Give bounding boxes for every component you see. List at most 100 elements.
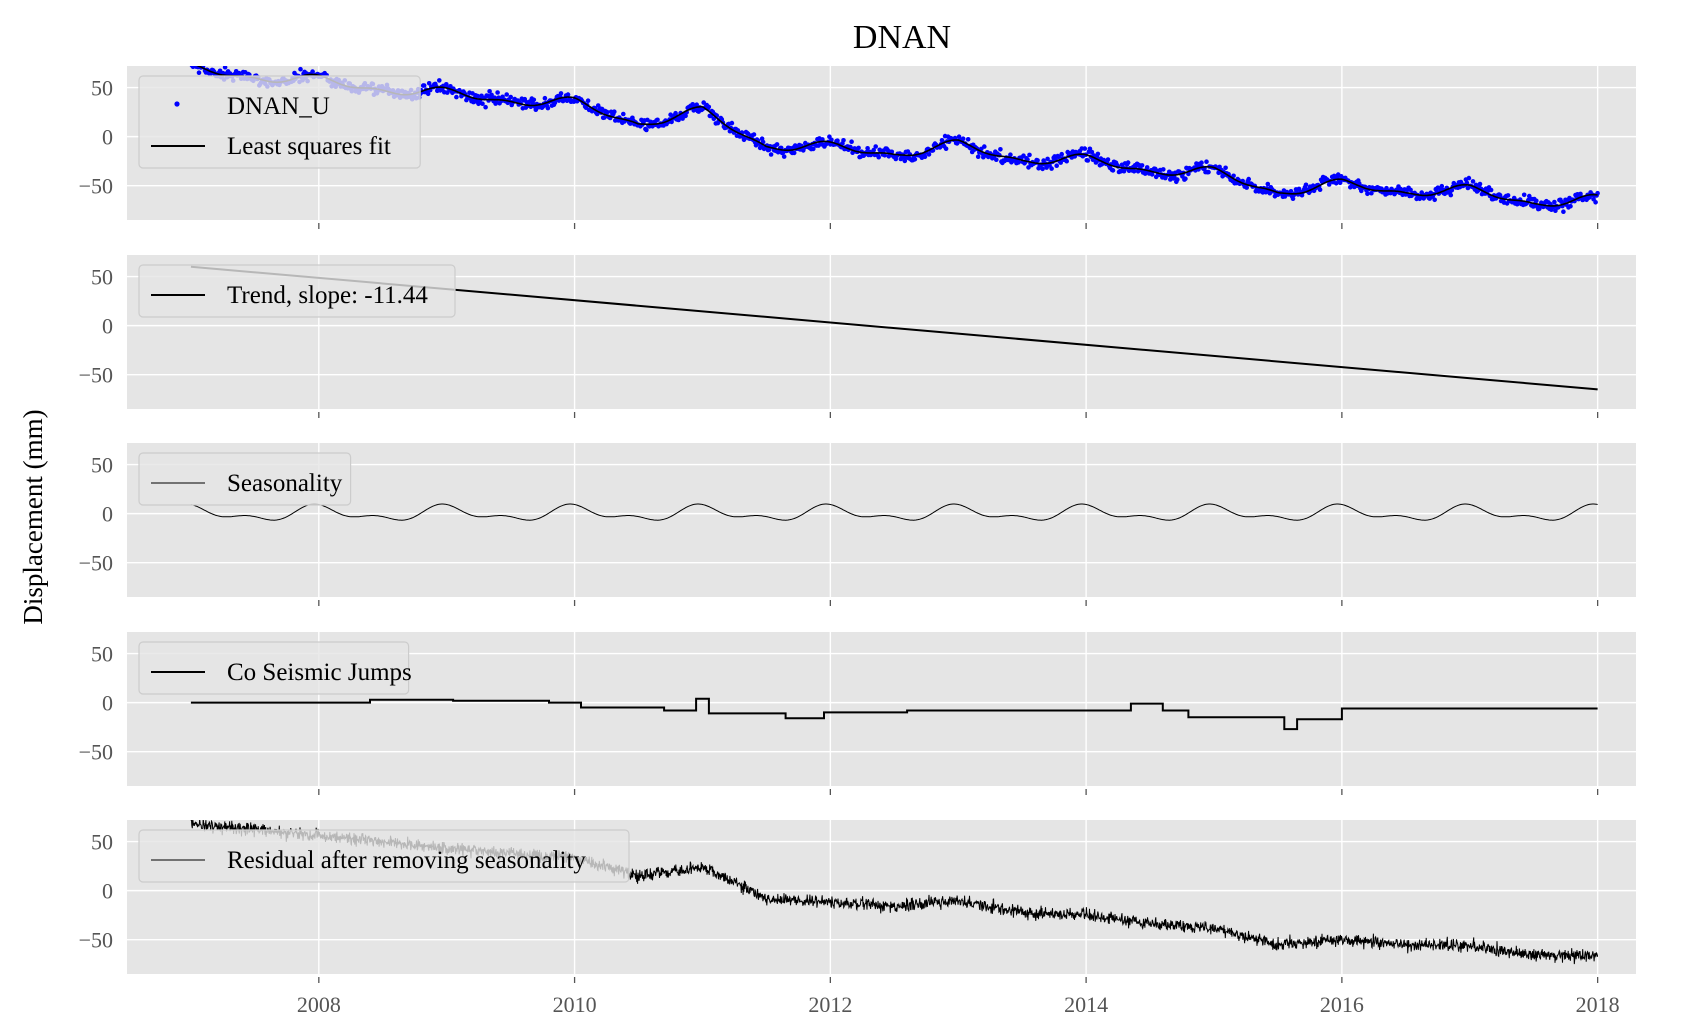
data-point: [1058, 160, 1063, 165]
legend-label: Trend, slope: -11.44: [227, 282, 428, 309]
data-point: [1059, 151, 1064, 157]
legend-label: Least squares fit: [227, 133, 391, 160]
data-point: [454, 94, 459, 100]
data-point: [644, 127, 649, 133]
subplot-trend: 50 0 −50 Trend, slope: -11.44: [79, 255, 1636, 418]
data-point: [1568, 203, 1573, 209]
data-point: [1035, 158, 1040, 163]
data-point: [558, 91, 564, 96]
data-point: [1521, 192, 1527, 198]
data-point: [1008, 152, 1013, 157]
data-point: [1131, 169, 1137, 174]
data-point: [504, 92, 510, 97]
data-point: [1045, 156, 1050, 162]
data-point: [1139, 163, 1145, 168]
data-point: [426, 81, 432, 86]
data-point: [865, 146, 870, 151]
legend-label: Residual after removing seasonality: [227, 847, 586, 874]
data-point: [835, 138, 840, 143]
y-tick-label: 0: [102, 125, 113, 150]
data-point: [965, 137, 971, 142]
data-point: [425, 91, 431, 97]
data-point: [565, 92, 571, 97]
data-point: [196, 70, 202, 75]
data-point: [1056, 154, 1061, 160]
y-tick-label: 50: [91, 642, 113, 667]
data-point: [601, 115, 607, 120]
data-point: [943, 146, 949, 151]
data-point: [485, 93, 490, 99]
data-point: [1288, 189, 1294, 194]
data-point: [781, 154, 787, 159]
data-point: [531, 97, 537, 103]
y-tick-label: 50: [91, 76, 113, 101]
data-point: [1144, 165, 1150, 170]
data-point: [706, 104, 712, 110]
legend-marker: [174, 101, 180, 107]
data-point: [489, 92, 494, 98]
data-point: [1095, 151, 1101, 157]
data-point: [585, 98, 591, 103]
data-point: [711, 116, 717, 122]
chart-title: DNAN: [853, 19, 951, 56]
data-point: [545, 105, 551, 111]
data-point: [902, 158, 908, 164]
data-point: [841, 138, 846, 143]
data-point: [222, 66, 228, 70]
data-point: [1497, 192, 1503, 198]
data-point: [673, 110, 678, 116]
data-point: [1593, 200, 1598, 205]
data-point: [669, 119, 674, 125]
data-point: [1016, 160, 1021, 165]
y-tick-label: −50: [79, 174, 113, 199]
data-point: [1505, 193, 1511, 198]
data-point: [444, 82, 449, 87]
series-layer: [190, 697, 1598, 731]
data-point: [1175, 177, 1180, 182]
data-point: [829, 137, 834, 143]
data-point: [811, 146, 816, 152]
data-point: [1064, 158, 1069, 164]
data-point: [604, 109, 610, 115]
legend-box: [138, 829, 630, 883]
legend: DNAN_U Least squares fit: [138, 75, 421, 169]
data-point: [856, 145, 861, 151]
data-point: [998, 147, 1003, 152]
y-axis-label: Displacement (mm): [18, 409, 48, 624]
data-point: [774, 142, 780, 147]
data-point: [1223, 165, 1228, 171]
data-point: [1183, 176, 1188, 181]
data-point: [189, 58, 194, 63]
data-point: [594, 111, 600, 117]
data-point: [1049, 166, 1054, 171]
legend: Co Seismic Jumps: [138, 641, 412, 695]
data-point: [1552, 199, 1557, 205]
y-tick-label: 0: [102, 502, 113, 527]
data-point: [1231, 173, 1236, 179]
data-point: [310, 69, 315, 74]
data-point: [701, 100, 706, 105]
data-point: [1369, 190, 1374, 196]
y-tick-label: 50: [91, 265, 113, 290]
data-point: [445, 90, 450, 95]
data-point: [1439, 183, 1445, 189]
data-point: [480, 101, 485, 106]
data-point: [298, 66, 303, 72]
data-point: [912, 157, 918, 162]
subplots: 50 0 −50 DNAN_U Least squares fit 50 0 −50 Trend…: [79, 58, 1636, 1017]
legend-box: [138, 641, 410, 695]
data-point: [542, 95, 548, 101]
subplot-seasonality: 50 0 −50 Seasonality: [79, 443, 1636, 606]
data-point: [994, 157, 999, 162]
subplot-residual: 50 0 −50 Residual after removing seasonalit…: [79, 820, 1636, 1017]
seasonality-line: [190, 503, 1598, 521]
data-point: [975, 154, 981, 159]
data-point: [960, 136, 966, 141]
data-point: [193, 66, 197, 67]
data-point: [751, 132, 757, 137]
plot-area: [127, 443, 1636, 597]
data-point: [1099, 162, 1105, 167]
data-point: [729, 120, 735, 126]
data-point: [1246, 176, 1251, 182]
